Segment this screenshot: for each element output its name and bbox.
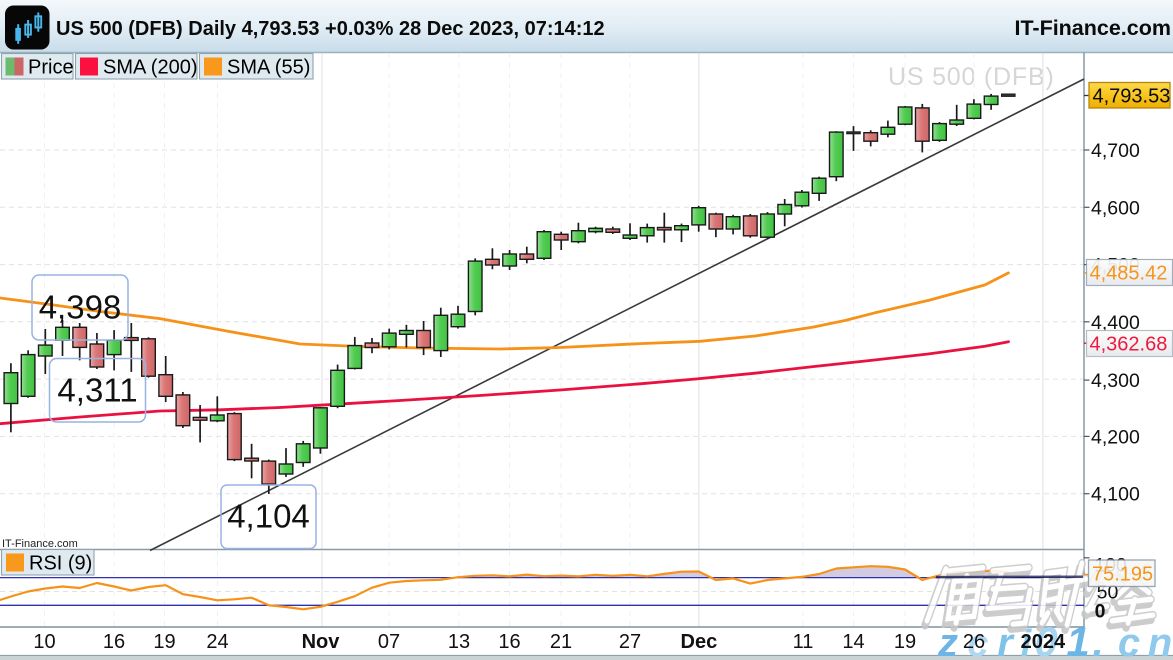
- svg-text:Nov: Nov: [302, 631, 341, 653]
- svg-text:24: 24: [206, 631, 228, 653]
- svg-text:11: 11: [793, 631, 814, 653]
- svg-text:14: 14: [842, 631, 864, 653]
- svg-text:07: 07: [378, 631, 400, 653]
- svg-text:21: 21: [550, 631, 572, 653]
- svg-text:4,400: 4,400: [1091, 312, 1140, 334]
- svg-text:4,300: 4,300: [1091, 370, 1140, 392]
- svg-text:SMA (55): SMA (55): [227, 57, 310, 79]
- svg-text:4,200: 4,200: [1091, 426, 1140, 448]
- svg-text:0: 0: [1034, 618, 1057, 660]
- svg-text:US 500 (DFB): US 500 (DFB): [888, 63, 1055, 91]
- svg-text:Price: Price: [28, 57, 74, 79]
- svg-text:27: 27: [619, 631, 641, 653]
- svg-text:2024: 2024: [1021, 631, 1066, 653]
- svg-text:RSI (9): RSI (9): [29, 553, 92, 575]
- svg-text:r: r: [997, 621, 1015, 660]
- svg-text:26: 26: [963, 631, 985, 653]
- svg-text:4,100: 4,100: [1091, 484, 1140, 506]
- svg-text:0: 0: [1095, 601, 1106, 623]
- svg-text:13: 13: [448, 631, 470, 653]
- svg-text:c: c: [967, 623, 988, 660]
- svg-text:4,311: 4,311: [57, 372, 137, 409]
- svg-text:10: 10: [33, 631, 55, 653]
- svg-text:4,398: 4,398: [39, 289, 122, 326]
- svg-text:19: 19: [153, 631, 175, 653]
- svg-text:i: i: [1021, 623, 1033, 660]
- svg-text:4,700: 4,700: [1091, 140, 1140, 162]
- svg-text:US 500 (DFB) Daily 4,793.53 +0: US 500 (DFB) Daily 4,793.53 +0.03% 28 De…: [56, 18, 605, 40]
- svg-text:IT-Finance.com: IT-Finance.com: [1014, 16, 1171, 40]
- svg-text:n: n: [1148, 621, 1172, 660]
- svg-text:1: 1: [1066, 618, 1089, 660]
- svg-text:4,362.68: 4,362.68: [1090, 334, 1168, 356]
- svg-text:Dec: Dec: [681, 631, 718, 653]
- svg-text:4,104: 4,104: [227, 498, 310, 535]
- svg-text:75.195: 75.195: [1092, 564, 1153, 586]
- svg-text:z: z: [937, 621, 958, 660]
- svg-text:c: c: [1118, 621, 1140, 660]
- svg-text:4,600: 4,600: [1091, 197, 1140, 219]
- svg-text:16: 16: [103, 631, 125, 653]
- svg-text:4,485.42: 4,485.42: [1090, 263, 1168, 285]
- svg-text:4,793.53: 4,793.53: [1093, 86, 1171, 108]
- svg-text:SMA (200): SMA (200): [103, 57, 197, 79]
- svg-text:16: 16: [498, 631, 520, 653]
- svg-text:19: 19: [894, 631, 916, 653]
- svg-text:IT-Finance.com: IT-Finance.com: [2, 538, 78, 550]
- svg-text:.: .: [1092, 621, 1103, 660]
